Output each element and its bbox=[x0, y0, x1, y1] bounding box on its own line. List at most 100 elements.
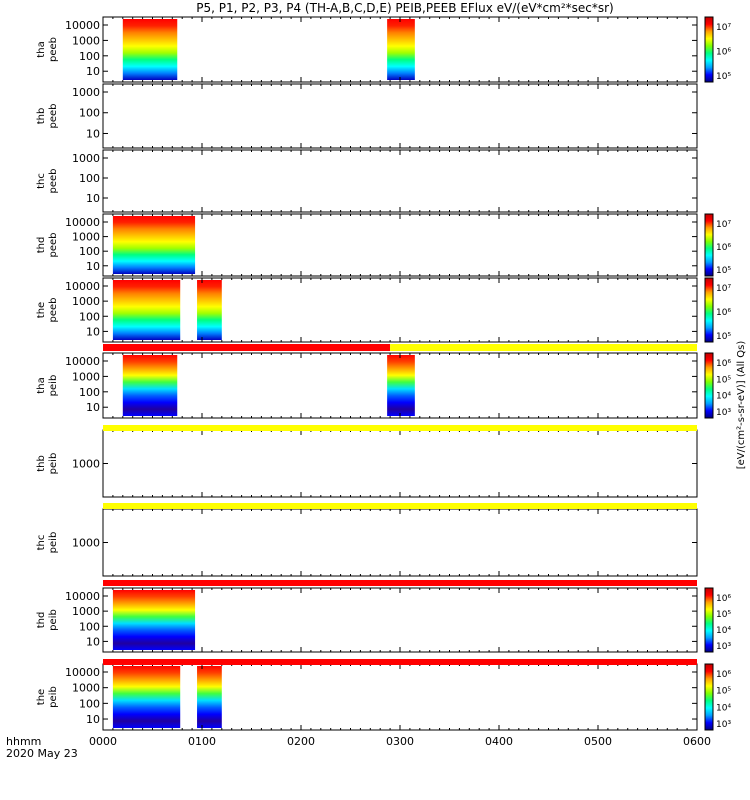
y-tick-label: 10000 bbox=[65, 216, 100, 229]
panel-frame bbox=[102, 508, 698, 577]
colorbar-tick-label: 10⁵ bbox=[716, 332, 731, 342]
spectrogram-block bbox=[112, 280, 181, 340]
y-label-product: peeb bbox=[48, 233, 59, 258]
y-tick-label: 10 bbox=[86, 127, 100, 140]
y-label-probe: thb bbox=[36, 108, 47, 125]
colorbar-tick-label: 10⁴ bbox=[716, 626, 731, 636]
y-tick-label: 10 bbox=[86, 635, 100, 648]
state-bar-segment bbox=[103, 659, 697, 665]
state-bar bbox=[103, 425, 697, 431]
panel-frame bbox=[102, 429, 698, 498]
colorbar-tick-label: 10³ bbox=[716, 408, 731, 418]
colorbar-tick-label: 10⁵ bbox=[716, 72, 731, 82]
y-tick-label: 100 bbox=[79, 107, 100, 120]
y-tick-label: 100 bbox=[79, 386, 100, 399]
y-label-product: peib bbox=[48, 686, 59, 708]
spectrogram-block bbox=[122, 355, 178, 416]
state-bar bbox=[103, 344, 697, 351]
y-tick-label: 1000 bbox=[72, 152, 100, 165]
colorbar-units-label: [eV/(cm²-s-sr-eV)] (All Qs) bbox=[736, 341, 747, 470]
spectrogram-block bbox=[112, 666, 181, 728]
y-tick-label: 10 bbox=[86, 713, 100, 726]
chart-title: P5, P1, P2, P3, P4 (TH-A,B,C,D,E) PEIB,P… bbox=[196, 1, 613, 15]
colorbar-tick-label: 10⁷ bbox=[716, 284, 731, 294]
x-tick-label: 0300 bbox=[386, 735, 414, 748]
spectrogram-block bbox=[112, 590, 196, 650]
state-bar-segment bbox=[103, 580, 697, 586]
x-tick-label: 0000 bbox=[89, 735, 117, 748]
y-label-product: peib bbox=[48, 532, 59, 554]
panel-thc-peeb: 1000 100 10 thc peeb bbox=[36, 149, 698, 213]
y-tick-label: 1000 bbox=[72, 86, 100, 99]
colorbar-tick-label: 10⁶ bbox=[716, 670, 731, 680]
y-tick-label: 1000 bbox=[72, 34, 100, 47]
y-tick-label: 10000 bbox=[65, 666, 100, 679]
spectrogram-block bbox=[387, 355, 415, 416]
colorbar bbox=[704, 16, 714, 83]
colorbar bbox=[704, 352, 714, 419]
state-bar-segment bbox=[390, 344, 697, 351]
panel-tha-peeb: 10000 1000 100 10 tha peeb 10⁷ 10⁶ 10⁵ bbox=[36, 16, 731, 83]
x-tick-label: 0500 bbox=[584, 735, 612, 748]
colorbar-tick-label: 10⁷ bbox=[716, 23, 731, 33]
y-tick-label: 100 bbox=[79, 620, 100, 633]
y-label-probe: thd bbox=[36, 612, 47, 629]
colorbar bbox=[704, 663, 714, 731]
y-label-probe: the bbox=[36, 689, 47, 705]
panel-thb-peeb: 1000 100 10 thb peeb bbox=[36, 83, 698, 149]
colorbar-tick-label: 10⁴ bbox=[716, 392, 731, 402]
state-bar bbox=[103, 659, 697, 665]
x-axis-label: hhmm bbox=[6, 735, 41, 748]
panel-thc-peib: 1000 thc peib bbox=[36, 508, 698, 577]
y-label-probe: the bbox=[36, 302, 47, 318]
panel-the-peib: 10000 1000 100 10 the peib 10⁶ 10⁵ 10⁴ 10³ bbox=[36, 663, 731, 731]
y-label-product: peeb bbox=[48, 169, 59, 194]
x-tick-label: 0200 bbox=[287, 735, 315, 748]
y-label-probe: thc bbox=[36, 535, 47, 551]
spectrogram-block bbox=[197, 666, 222, 728]
y-label-probe: thb bbox=[36, 455, 47, 472]
y-tick-label: 100 bbox=[79, 245, 100, 258]
y-label-probe: thc bbox=[36, 173, 47, 189]
colorbar-tick-label: 10⁵ bbox=[716, 687, 731, 697]
x-tick-label: 0400 bbox=[485, 735, 513, 748]
panel-the-peeb: 10000 1000 100 10 the peeb 10⁷ 10⁶ 10⁵ bbox=[36, 277, 731, 343]
y-tick-label: 1000 bbox=[72, 537, 100, 550]
y-tick-label: 10000 bbox=[65, 590, 100, 603]
colorbar-tick-label: 10⁶ bbox=[716, 359, 731, 369]
colorbar-tick-label: 10⁶ bbox=[716, 594, 731, 604]
x-tick-label: 0100 bbox=[188, 735, 216, 748]
y-tick-label: 10000 bbox=[65, 355, 100, 368]
panel-frame bbox=[102, 83, 698, 149]
y-tick-label: 10 bbox=[86, 192, 100, 205]
colorbar-tick-label: 10³ bbox=[716, 720, 731, 730]
spectrogram-block bbox=[387, 19, 415, 80]
y-tick-label: 10 bbox=[86, 65, 100, 78]
y-tick-label: 1000 bbox=[72, 295, 100, 308]
y-label-product: peeb bbox=[48, 298, 59, 323]
colorbar-tick-label: 10⁵ bbox=[716, 375, 731, 385]
spectrogram-block bbox=[122, 19, 178, 80]
y-tick-label: 1000 bbox=[72, 605, 100, 618]
x-axis-date: 2020 May 23 bbox=[6, 747, 78, 760]
y-label-probe: thd bbox=[36, 237, 47, 254]
y-tick-label: 10000 bbox=[65, 19, 100, 32]
y-tick-label: 10 bbox=[86, 325, 100, 338]
y-label-product: peib bbox=[48, 453, 59, 475]
y-tick-label: 1000 bbox=[72, 231, 100, 244]
panel-frame bbox=[102, 277, 698, 343]
state-bar-segment bbox=[103, 425, 697, 431]
y-label-product: peeb bbox=[48, 37, 59, 62]
y-label-probe: tha bbox=[36, 41, 47, 57]
y-tick-label: 100 bbox=[79, 172, 100, 185]
y-tick-label: 10 bbox=[86, 401, 100, 414]
x-tick-label: 0600 bbox=[683, 735, 711, 748]
panel-frame bbox=[102, 663, 698, 731]
colorbar-tick-label: 10⁶ bbox=[716, 308, 731, 318]
colorbar-tick-label: 10⁶ bbox=[716, 243, 731, 253]
y-tick-label: 1000 bbox=[72, 370, 100, 383]
y-label-probe: tha bbox=[36, 377, 47, 393]
spectrogram-block bbox=[197, 280, 222, 340]
